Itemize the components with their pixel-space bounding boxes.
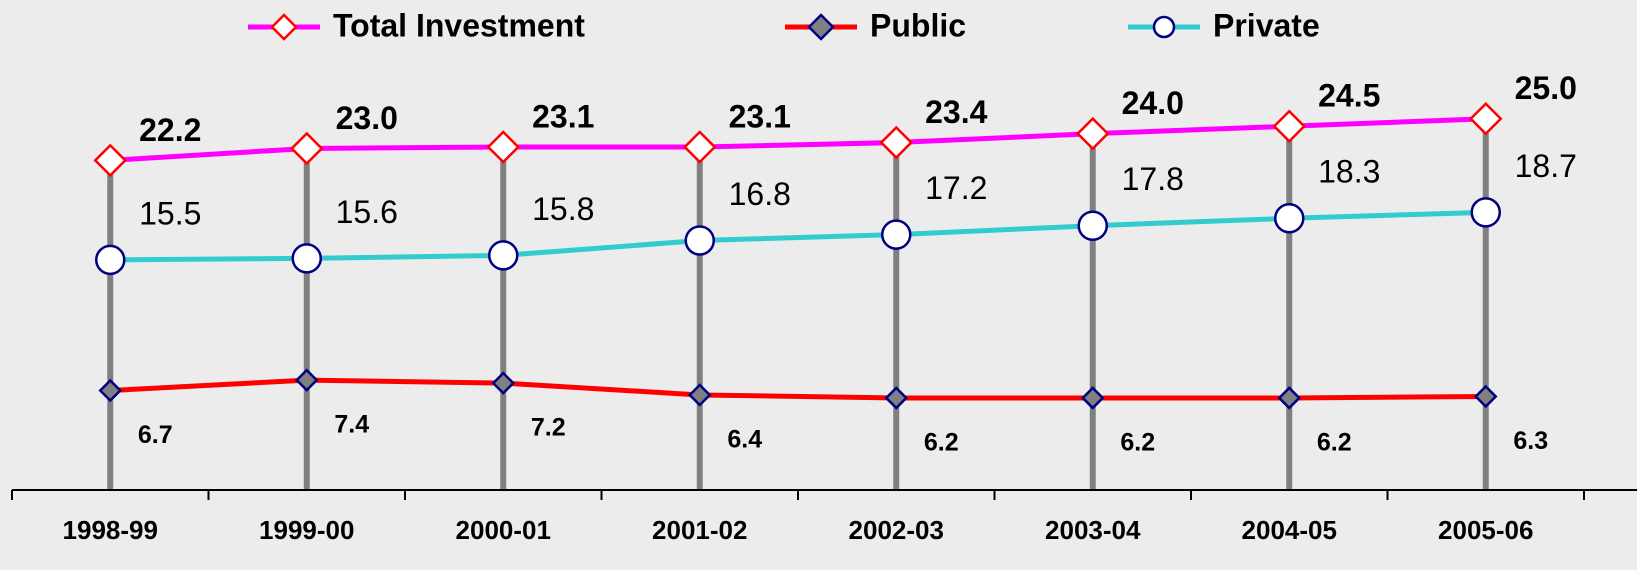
chart: Total Investment Public Private 1998-99 1999…	[0, 0, 1637, 570]
data-label: 23.4	[925, 94, 987, 130]
marker	[272, 15, 296, 39]
x-tick-label: 2002-03	[849, 515, 944, 545]
marker	[1078, 119, 1108, 149]
marker	[1154, 17, 1174, 37]
data-label: 15.6	[336, 194, 398, 230]
marker	[489, 241, 517, 269]
x-tick-label: 1998-99	[63, 515, 158, 545]
data-label: 24.0	[1122, 85, 1184, 121]
marker	[292, 133, 322, 163]
data-label: 15.5	[139, 195, 201, 231]
marker	[488, 132, 518, 162]
page: {"chart_data": {"type": "line", "categor…	[0, 0, 1637, 570]
data-label: 6.2	[924, 429, 959, 457]
data-label: 15.8	[532, 191, 594, 227]
marker	[96, 246, 124, 274]
data-label: 7.2	[531, 414, 566, 442]
legend-label: Private	[1213, 7, 1320, 43]
legend-label: Public	[870, 7, 966, 43]
data-label: 23.1	[532, 98, 594, 134]
marker	[1279, 388, 1299, 408]
data-label: 6.7	[138, 421, 173, 449]
marker	[1274, 111, 1304, 141]
data-label: 18.3	[1318, 154, 1380, 190]
marker	[881, 128, 911, 158]
marker	[1083, 388, 1103, 408]
marker	[1476, 386, 1496, 406]
data-label: 17.8	[1122, 161, 1184, 197]
marker	[809, 15, 833, 39]
data-label: 6.2	[1317, 429, 1352, 457]
marker	[297, 370, 317, 390]
data-label: 23.0	[336, 100, 398, 136]
marker	[293, 244, 321, 272]
series-line	[110, 380, 1486, 398]
x-tick-label: 2000-01	[456, 515, 551, 545]
marker	[686, 227, 714, 255]
marker	[1079, 212, 1107, 240]
data-label: 6.3	[1513, 427, 1548, 455]
marker	[1275, 204, 1303, 232]
legend-label: Total Investment	[333, 7, 585, 43]
data-label: 6.2	[1120, 429, 1155, 457]
marker	[690, 385, 710, 405]
marker	[493, 373, 513, 393]
data-label: 23.1	[729, 98, 791, 134]
x-tick-label: 2003-04	[1045, 515, 1141, 545]
data-label: 22.2	[139, 112, 201, 148]
x-tick-label: 2001-02	[652, 515, 747, 545]
marker	[1471, 104, 1501, 134]
marker	[100, 381, 120, 401]
marker	[1472, 198, 1500, 226]
x-tick-label: 2005-06	[1438, 515, 1533, 545]
data-label: 18.7	[1515, 148, 1577, 184]
data-label: 25.0	[1515, 70, 1577, 106]
data-label: 16.8	[729, 176, 791, 212]
marker	[685, 132, 715, 162]
x-tick-label: 2004-05	[1242, 515, 1337, 545]
data-label: 7.4	[334, 411, 369, 439]
data-label: 24.5	[1318, 78, 1380, 114]
marker	[95, 145, 125, 175]
x-tick-label: 1999-00	[259, 515, 354, 545]
marker	[882, 221, 910, 249]
data-label: 6.4	[727, 426, 762, 454]
data-label: 17.2	[925, 170, 987, 206]
marker	[886, 388, 906, 408]
